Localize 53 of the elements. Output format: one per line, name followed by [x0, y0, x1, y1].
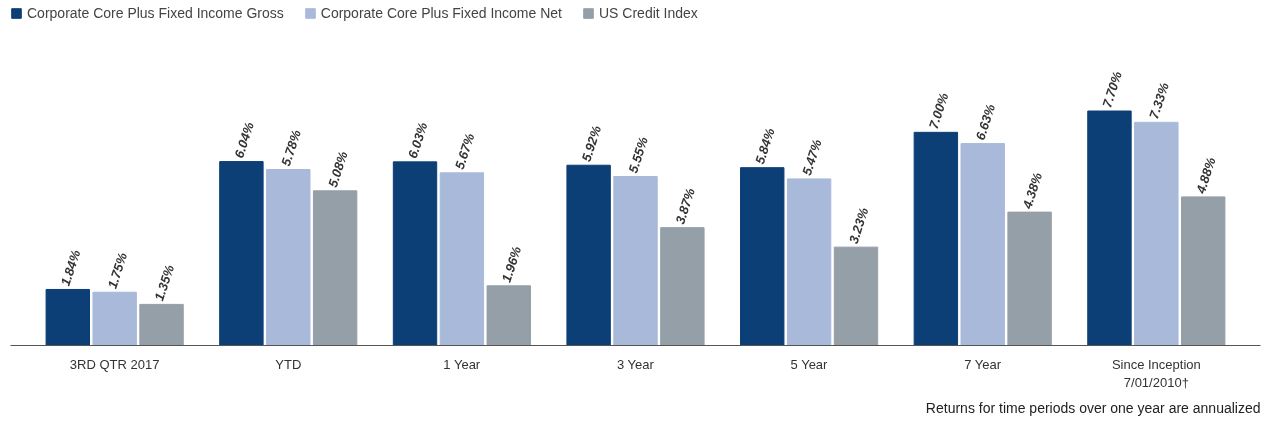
data-label: 5.67%: [451, 131, 478, 172]
bar: [1134, 121, 1179, 346]
bar: [660, 227, 705, 346]
data-label: 6.04%: [231, 119, 258, 160]
data-label: 5.78%: [278, 127, 304, 168]
data-label: 1.35%: [151, 262, 178, 303]
data-label: 4.88%: [1192, 155, 1219, 197]
bar: [833, 246, 879, 346]
x-tick-label: 5 Year: [790, 356, 829, 372]
x-tick-label: 3 Year: [616, 356, 655, 372]
legend-label: US Credit Index: [598, 5, 698, 21]
bar: [439, 172, 485, 346]
x-tick-label: YTD: [275, 356, 302, 372]
data-label: 4.38%: [1019, 170, 1046, 212]
data-label: 7.00%: [925, 90, 952, 131]
data-label: 7.70%: [1099, 69, 1126, 110]
x-tick-label: 3RD QTR 2017: [69, 356, 160, 372]
bar: [392, 161, 438, 346]
bar: [786, 178, 832, 346]
data-label: 3.23%: [845, 205, 872, 246]
bar: [1007, 211, 1052, 346]
bar: [1181, 196, 1226, 346]
bar: [139, 303, 184, 346]
text: Returns for time periods over one year are annualized: [925, 399, 1261, 416]
bar: [1087, 110, 1132, 346]
bar: [45, 288, 90, 346]
bar: [266, 168, 311, 346]
data-label: 3.87%: [672, 185, 699, 226]
x-tick-label: 1 Year: [443, 356, 481, 372]
data-label: 5.47%: [798, 137, 825, 178]
legend-label: Corporate Core Plus Fixed Income Gross: [27, 5, 284, 21]
data-label: 6.03%: [404, 120, 431, 161]
data-label: 1.96%: [498, 244, 525, 285]
legend-label: Corporate Core Plus Fixed Income Net: [320, 5, 562, 21]
bar: [913, 131, 959, 346]
bar: [613, 175, 658, 346]
bar: [740, 167, 785, 346]
data-label: 5.84%: [752, 125, 778, 166]
data-label: 5.92%: [578, 123, 605, 164]
x-tick-label: 7 Year: [964, 356, 1002, 372]
data-label: 1.84%: [57, 247, 84, 288]
x-tick-label: Since Inception 7/01/2010†: [1111, 356, 1201, 390]
bar: [486, 285, 531, 346]
data-label: 1.75%: [104, 250, 131, 291]
data-label: 7.33%: [1146, 80, 1172, 121]
data-label: 5.55%: [625, 134, 652, 175]
bar: [566, 164, 611, 346]
data-label: 6.63%: [972, 101, 999, 142]
bar: [960, 143, 1005, 346]
bar: [312, 190, 358, 346]
bar: [92, 291, 137, 346]
bar: [219, 161, 264, 346]
data-label: 5.08%: [325, 149, 351, 190]
